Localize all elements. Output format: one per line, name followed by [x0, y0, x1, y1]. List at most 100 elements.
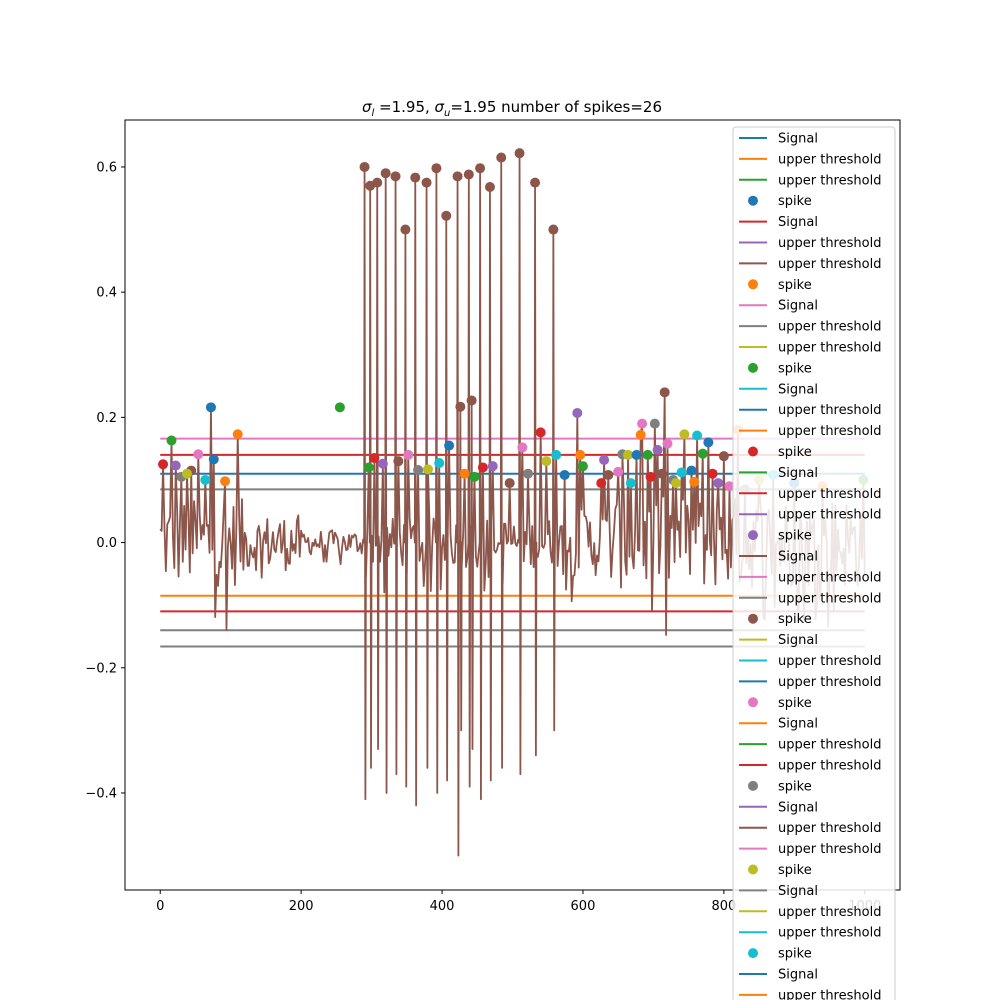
legend-label: upper threshold — [778, 821, 881, 836]
spike-marker — [422, 464, 433, 475]
y-axis: −0.4 −0.2 0.0 0.2 0.4 0.6 — [85, 160, 125, 801]
title-sigma-u-value: =1.95 number of spikes=26 — [450, 98, 662, 116]
y-tick-label: 0.2 — [96, 411, 117, 426]
spike-marker — [452, 171, 463, 182]
legend-swatch-dot — [748, 697, 758, 708]
spike-marker — [434, 458, 445, 469]
legend-label: Signal — [778, 884, 818, 899]
spike-marker — [703, 437, 714, 448]
spike-marker — [631, 449, 642, 460]
title-sigma-u: σ — [435, 98, 445, 116]
spike-marker — [466, 395, 477, 406]
y-tick-label: 0.4 — [96, 286, 117, 301]
legend-label: spike — [778, 361, 812, 376]
spike-marker — [635, 429, 646, 440]
spike-marker — [334, 402, 345, 413]
spike-marker — [577, 461, 588, 472]
spike-marker — [504, 478, 515, 489]
spike-marker — [724, 481, 735, 492]
spike-marker — [469, 471, 480, 482]
spike-marker — [645, 471, 656, 482]
spike-marker — [463, 169, 474, 180]
chart-title: σl =1.95, σu=1.95 number of spikes=26 — [362, 98, 662, 119]
legend-label: upper threshold — [778, 403, 881, 418]
y-tick-label: −0.4 — [85, 786, 117, 801]
legend-label: upper threshold — [778, 424, 881, 439]
spike-marker — [625, 478, 636, 489]
spike-marker — [642, 449, 653, 460]
spike-marker — [193, 449, 204, 460]
spike-marker — [205, 402, 216, 413]
legend-swatch-dot — [748, 362, 758, 373]
spike-marker — [459, 468, 470, 479]
legend-label: spike — [778, 445, 812, 460]
spike-marker — [670, 478, 681, 489]
legend-label: upper threshold — [778, 675, 881, 690]
y-tick-label: −0.2 — [85, 661, 117, 676]
spike-marker — [718, 451, 729, 462]
legend-label: upper threshold — [778, 508, 881, 523]
legend-swatch-dot — [748, 195, 758, 206]
spike-marker — [541, 456, 552, 467]
legend-swatch-dot — [748, 279, 758, 290]
spike-marker — [400, 224, 411, 235]
spike-marker — [603, 469, 614, 480]
legend-label: spike — [778, 278, 812, 293]
spike-marker — [170, 460, 181, 471]
spike-marker — [713, 478, 724, 489]
legend-label: upper threshold — [778, 236, 881, 251]
legend-label: Signal — [778, 382, 818, 397]
legend-label: spike — [778, 947, 812, 962]
legend-swatch-dot — [748, 446, 758, 457]
legend: Signal upper threshold upper threshold spik… — [732, 126, 896, 1000]
spike-marker — [393, 456, 404, 467]
legend-label: upper threshold — [778, 570, 881, 585]
legend-label: Signal — [778, 299, 818, 314]
title-sigma-l-value: =1.95, — [374, 98, 434, 116]
spike-marker — [559, 469, 570, 480]
spike-marker — [403, 449, 414, 460]
spike-marker — [158, 459, 169, 470]
spike-marker — [444, 440, 455, 451]
spike-marker — [623, 449, 634, 460]
spike-marker — [659, 387, 670, 398]
spike-marker — [372, 177, 383, 188]
spike-marker — [596, 478, 607, 489]
spike-marker — [575, 449, 586, 460]
legend-label: upper threshold — [778, 591, 881, 606]
legend-label: upper threshold — [778, 759, 881, 774]
legend-label: Signal — [778, 633, 818, 648]
spike-marker — [613, 466, 624, 477]
title-sigma-l-sub: l — [371, 108, 374, 119]
y-tick-label: 0.0 — [96, 536, 117, 551]
legend-label: Signal — [778, 717, 818, 732]
x-tick-label: 200 — [289, 899, 314, 914]
spike-marker — [548, 224, 559, 235]
legend-swatch-dot — [748, 530, 758, 541]
legend-label: upper threshold — [778, 842, 881, 857]
spike-marker — [208, 454, 219, 465]
spike-marker — [692, 430, 703, 441]
spike-marker — [421, 177, 432, 188]
legend-label: Signal — [778, 550, 818, 565]
spike-marker — [410, 172, 421, 183]
spike-marker — [649, 418, 660, 429]
spike-marker — [413, 464, 424, 475]
legend-label: Signal — [778, 968, 818, 983]
spike-marker — [496, 152, 507, 163]
spike-marker — [220, 476, 231, 487]
title-sigma-l: σ — [362, 98, 372, 116]
legend-swatch-dot — [748, 613, 758, 624]
spike-marker — [390, 171, 401, 182]
spike-marker — [477, 462, 488, 473]
spike-marker — [359, 161, 370, 172]
legend-label: upper threshold — [778, 988, 881, 1000]
spike-marker — [475, 163, 486, 174]
legend-label: Signal — [778, 132, 818, 147]
spike-marker — [572, 407, 583, 418]
spike-marker — [431, 163, 442, 174]
spike-marker — [517, 442, 528, 453]
legend-swatch-dot — [748, 948, 758, 959]
spike-marker — [377, 458, 388, 469]
